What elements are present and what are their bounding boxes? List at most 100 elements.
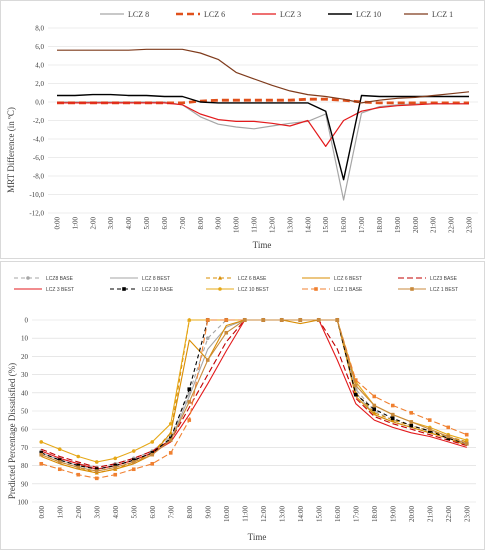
x-tick-label: 15:00 [315,506,323,522]
data-point-lcz-10-base [94,467,99,472]
x-tick-label: 16:00 [340,217,348,233]
data-point-lcz-10-base [131,458,136,462]
data-point-lcz-10-base [76,463,81,468]
data-point-lcz-1-base [205,318,210,322]
data-point-lcz-10-best [150,440,155,444]
series-line-lcz-3 [57,102,469,147]
data-point-lcz-10-best [131,449,136,453]
x-tick-label: 5:00 [143,217,151,230]
x-tick-label: 2:00 [89,217,97,230]
x-tick-label: 13:00 [286,217,294,233]
x-tick-label: 10:00 [233,217,241,233]
data-point-lcz-1-base [409,411,414,415]
data-point-lcz-1-best [150,452,155,457]
x-axis-title: Time [253,240,272,250]
legend-marker-lcz-10-base [122,287,126,291]
data-point-lcz-1-base [390,403,395,408]
x-tick-label: 3:00 [107,217,115,230]
x-tick-label: 2:00 [75,506,83,519]
data-point-lcz-10-base [390,416,395,421]
data-point-lcz-1-best [187,400,192,404]
y-tick-label: 0 [25,317,29,325]
x-tick-label: 12:00 [268,217,276,233]
data-point-lcz-1-best [168,438,173,442]
data-point-lcz-1-best [113,465,118,470]
data-point-lcz-1-best [94,469,99,473]
y-tick-label: 60 [21,426,29,434]
x-tick-label: 19:00 [389,506,397,522]
data-point-lcz-1-base [446,425,451,430]
x-tick-label: 7:00 [167,506,175,519]
legend-marker-lcz8-base [26,276,30,280]
data-point-lcz-10-best [187,318,192,322]
series-line-lcz-10 [57,93,469,181]
data-point-lcz-1-base [94,476,99,481]
x-tick-label: 4:00 [125,217,133,230]
data-point-lcz-10-base [187,387,192,391]
x-tick-label: 17:00 [358,217,366,233]
y-tick-label: 20 [21,353,29,361]
data-point-lcz-1-best [224,330,229,335]
y-tick-label: -10,0 [29,191,44,199]
data-point-lcz-1-best [372,403,377,408]
x-tick-label: 18:00 [376,217,384,233]
data-point-lcz-10-base [150,451,155,455]
x-tick-label: 6:00 [149,506,157,519]
y-tick-label: 80 [21,462,29,470]
legend-marker-lcz-1-base [314,287,318,291]
data-point-lcz-1-base [131,467,136,472]
x-tick-label: 17:00 [352,506,360,522]
data-point-lcz-1-base [224,318,229,322]
legend-label-lcz-1-base: LCZ 1 BASE [334,287,363,293]
data-point-lcz-10-best [76,454,81,459]
x-tick-label: 16:00 [334,506,342,522]
data-point-lcz-10-base [168,436,173,441]
data-point-lcz-10-base [353,392,358,397]
x-tick-label: 11:00 [241,506,249,522]
series-line-lcz-1-base [41,319,468,479]
legend-label-lcz-10-base: LCZ 10 BASE [142,287,174,293]
data-point-lcz-1-best [205,358,210,362]
x-tick-label: 10:00 [223,506,231,522]
x-axis-title: Time [248,532,267,542]
x-tick-label: 14:00 [304,217,312,233]
x-tick-label: 9:00 [204,506,212,519]
data-point-lcz-1-best [261,318,266,322]
data-point-lcz8-base [205,336,210,340]
data-point-lcz-1-best [298,318,303,322]
legend-label-lcz-6-best: LCZ 6 BEST [334,276,362,282]
y-tick-label: 2,0 [35,80,44,88]
y-tick-label: 50 [21,408,29,416]
legend-label-lcz-8-best: LCZ 8 BEST [142,276,170,282]
data-point-lcz-1-base [150,461,155,466]
data-point-lcz-10-base [57,458,62,462]
data-point-lcz-1-best [353,383,358,388]
data-point-lcz-10-base [113,463,118,468]
x-tick-label: 14:00 [297,506,305,522]
y-axis-title: Predicted Percentage Dissatisfied (%) [7,363,17,499]
data-point-lcz-10-best [39,440,44,444]
x-tick-label: 21:00 [426,506,434,522]
x-tick-label: 20:00 [408,506,416,522]
x-tick-label: 0:00 [53,217,61,230]
data-point-lcz-10-best [57,447,62,452]
x-tick-label: 15:00 [322,217,330,233]
data-point-lcz-1-best [76,465,81,470]
legend-label-lcz-1-best: LCZ 1 BEST [430,287,458,293]
x-tick-label: 7:00 [179,217,187,230]
x-tick-label: 20:00 [412,217,420,233]
series-line-lcz-1-best [41,319,468,472]
x-tick-label: 3:00 [93,506,101,519]
x-tick-label: 4:00 [112,506,120,519]
data-point-lcz-1-best [335,318,340,322]
data-point-lcz-10-best [94,460,99,464]
data-point-lcz-1-best [279,318,284,322]
data-point-lcz-1-best [446,434,451,439]
data-point-lcz-10-best [113,456,118,461]
data-point-lcz-1-best [390,412,395,417]
chart-frame [0,0,485,259]
y-tick-label: -8,0 [33,173,45,181]
x-tick-label: 23:00 [463,506,471,522]
y-tick-label: 100 [18,499,29,507]
x-tick-label: 22:00 [448,217,456,233]
